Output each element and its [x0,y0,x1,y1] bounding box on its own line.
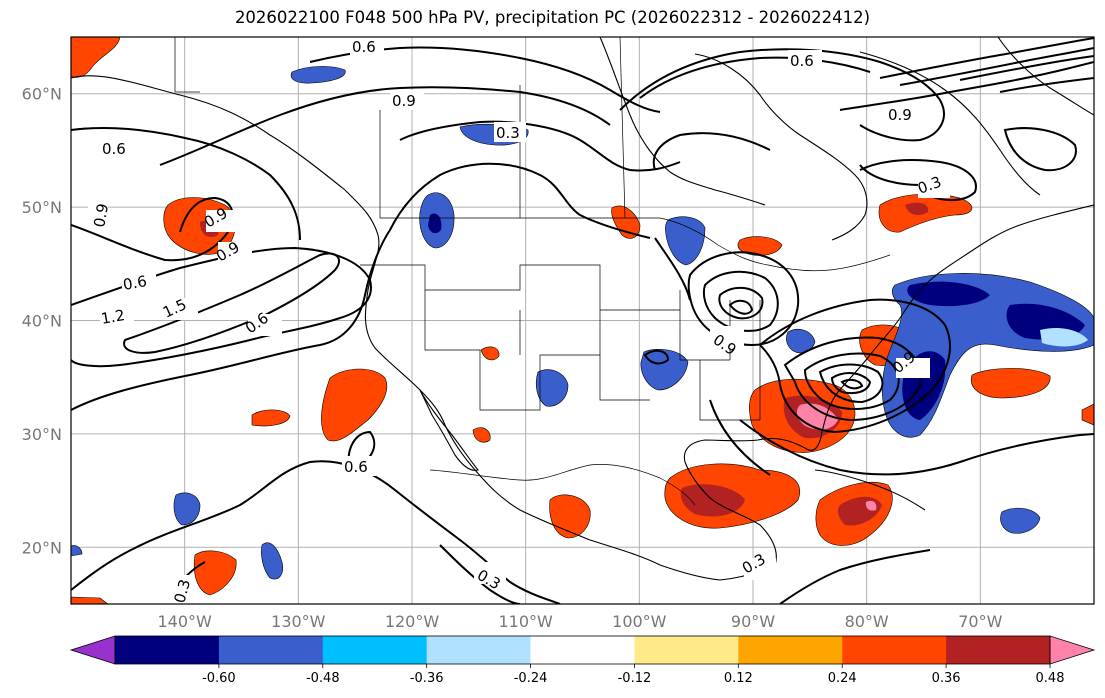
colorbar-extend-low [69,635,116,665]
colorbar-segment [322,636,428,664]
lat-label: 20°N [22,538,62,557]
contour-label: 0.9 [90,202,112,229]
contour-label: 0.3 [170,577,194,605]
precip-strong-area [905,202,929,216]
contour-label: 0.6 [102,140,126,158]
precip-positive-area [480,346,500,361]
colorbar-tick-label: 0.12 [724,671,753,686]
precip-negative-area [535,369,569,407]
lat-label: 50°N [22,198,62,217]
contour-label: 0.6 [344,458,368,476]
lon-label: 80°W [845,612,889,631]
lon-label: 70°W [958,612,1002,631]
precip-positive-area [970,368,1051,399]
colorbar-segment [946,636,1051,664]
coastlines [71,37,1094,581]
colorbar-extend-high [1049,635,1096,665]
lon-label: 120°W [385,612,440,631]
colorbar-segment [738,636,843,664]
colorbar-tick-label: 0.48 [1036,671,1065,686]
precip-positive-area [251,409,291,427]
precip-negative-area [173,492,201,526]
colorbar-segment [218,636,324,664]
precip-negative-area [71,545,83,557]
precip-positive-area [611,205,641,239]
longitude-labels: 140°W 130°W 120°W 110°W 100°W 90°W 80°W 70°W [157,612,1002,631]
lat-label: 60°N [22,85,62,104]
precip-positive-area [321,368,388,442]
precip-negative-area [290,66,346,84]
lon-label: 140°W [157,612,212,631]
lat-label: 40°N [22,312,62,331]
contour-label: 0.3 [496,124,520,142]
colorbar-segment [634,636,739,664]
precip-strong-negative-area [907,281,990,307]
colorbar-tick-label: -0.48 [306,671,340,686]
contour-label: 0.6 [352,38,376,56]
colorbar-tick-label: -0.12 [618,671,652,686]
precip-negative-area [1000,507,1041,534]
latitude-labels: 60°N 50°N 40°N 30°N 20°N [22,85,62,558]
contour-label: 1.2 [100,306,127,328]
map-frame [70,36,1095,605]
contour-label: 0.9 [392,92,416,110]
chart-title: 2026022100 F048 500 hPa PV, precipitatio… [234,8,871,27]
colorbar-tick-label: -0.24 [514,671,548,686]
contour-label: 0.9 [888,106,912,124]
lon-label: 90°W [731,612,775,631]
colorbar-segment [426,636,532,664]
political-borders [174,37,891,506]
precip-positive-area [1081,403,1094,426]
precip-extreme-area [865,500,877,511]
precip-negative-area [261,542,283,580]
lon-label: 100°W [612,612,667,631]
precip-positive-area [472,427,491,443]
precip-strong-negative-area [428,213,442,234]
lon-label: 130°W [271,612,326,631]
colorbar-segment [115,636,220,664]
precip-light-negative-area [1040,328,1088,347]
lat-label: 30°N [22,425,62,444]
lon-label: 110°W [498,612,553,631]
contour-label: 0.6 [790,52,814,70]
colorbar-tick-label: -0.60 [202,671,236,686]
precip-negative-area [640,349,689,391]
precip-negative-area [665,216,706,266]
precip-positive-area [71,37,121,78]
colorbar-segment [530,636,635,664]
precip-positive-area [737,236,783,256]
colorbar-segment [842,636,947,664]
colorbar: -0.60 -0.48 -0.36 -0.24 -0.12 0.12 0.24 0.36 0.4… [69,635,1096,686]
contour-label: 0.6 [122,272,149,294]
colorbar-tick-label: -0.36 [410,671,444,686]
colorbar-tick-label: 0.36 [932,671,961,686]
colorbar-tick-label: 0.24 [828,671,857,686]
colorbar-outline [114,635,1051,665]
